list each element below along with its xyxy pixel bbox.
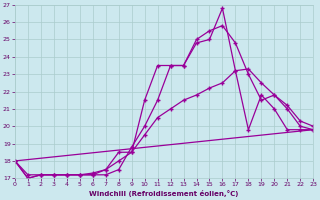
X-axis label: Windchill (Refroidissement éolien,°C): Windchill (Refroidissement éolien,°C) (89, 190, 239, 197)
